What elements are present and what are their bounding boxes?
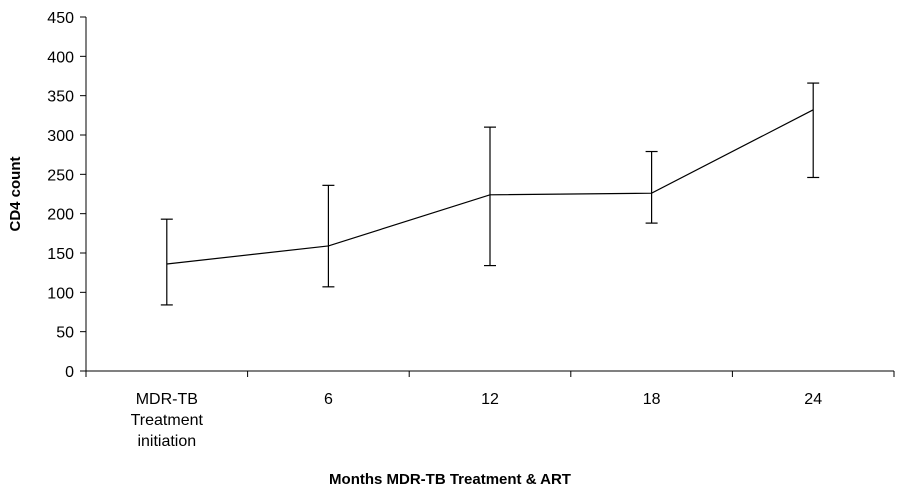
error-bars xyxy=(160,82,820,306)
y-tick-label: 200 xyxy=(47,207,74,224)
x-tick-label: 18 xyxy=(643,391,661,408)
y-tick-label: 400 xyxy=(47,49,74,66)
y-tick-label: 350 xyxy=(47,89,74,106)
x-tick-label: 12 xyxy=(481,391,499,408)
y-tick-label: 150 xyxy=(47,246,74,263)
y-axis-title: CD4 count xyxy=(7,156,24,231)
y-tick-label: 50 xyxy=(56,325,74,342)
x-axis-title: Months MDR-TB Treatment & ART xyxy=(329,471,571,488)
y-tick-label: 0 xyxy=(65,364,74,381)
y-axis-ticks: 0 50 100 150 200 250 300 350 400 450 xyxy=(47,10,86,381)
x-tick-label: 6 xyxy=(324,391,333,408)
x-axis-ticks: MDR-TB Treatment initiation 6 12 18 24 xyxy=(85,371,895,450)
x-tick-label: 24 xyxy=(804,391,822,408)
y-tick-label: 100 xyxy=(47,285,74,302)
y-tick-label: 300 xyxy=(47,128,74,145)
series-lines xyxy=(166,109,814,265)
y-tick-label: 250 xyxy=(47,167,74,184)
x-tick-label: MDR-TB Treatment initiation xyxy=(131,391,204,450)
y-tick-label: 450 xyxy=(47,10,74,27)
series-line xyxy=(166,109,814,265)
